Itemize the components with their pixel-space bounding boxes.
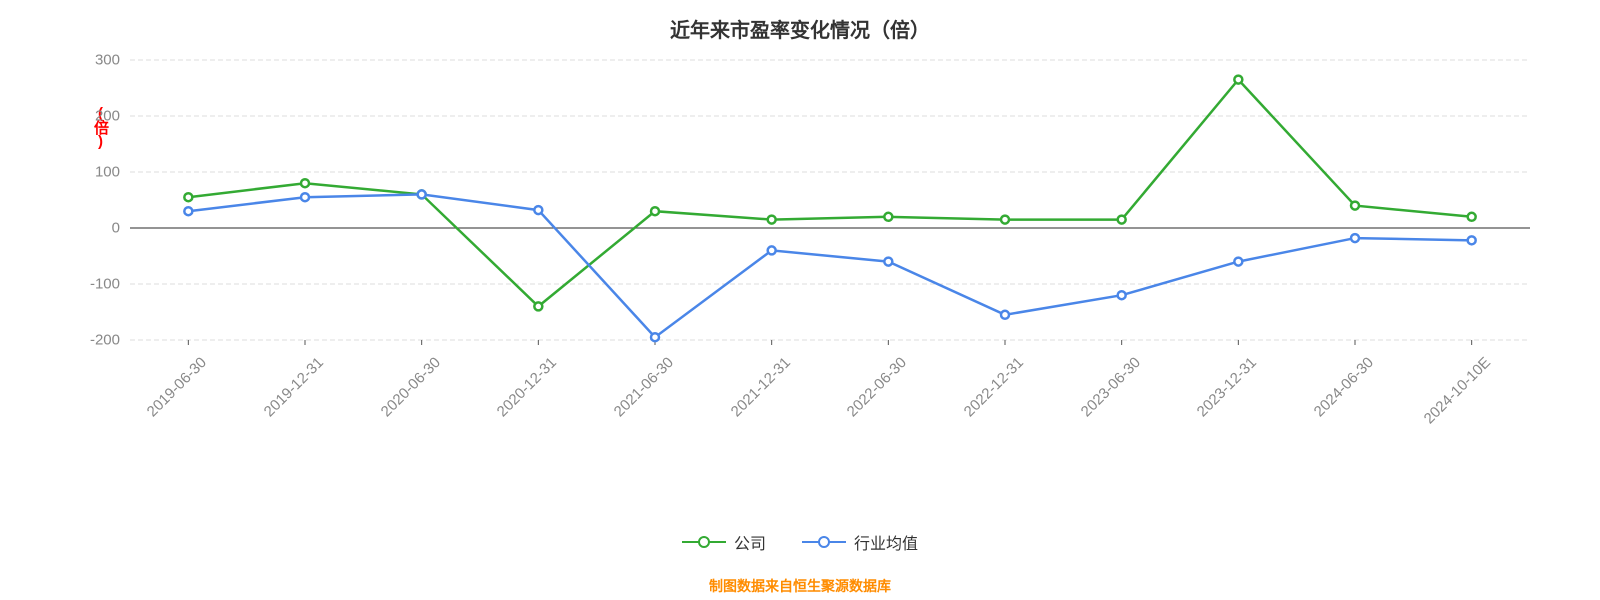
y-tick-label: 300: [70, 52, 120, 69]
y-tick-label: 100: [70, 164, 120, 181]
pe-ratio-chart: 近年来市盈率变化情况（倍） (倍) -200-10001002003002019…: [0, 0, 1600, 600]
source-note: 制图数据来自恒生聚源数据库: [0, 576, 1600, 596]
y-tick-label: -100: [70, 276, 120, 293]
legend-item: 行业均值: [802, 530, 918, 554]
y-tick-label: 200: [70, 108, 120, 125]
y-tick-label: -200: [70, 332, 120, 349]
y-tick-label: 0: [70, 220, 120, 237]
chart-svg: [0, 0, 1600, 600]
legend-item: 公司: [682, 530, 766, 554]
legend-label: 公司: [734, 530, 766, 554]
legend-label: 行业均值: [854, 530, 918, 554]
chart-legend: 公司 行业均值: [0, 530, 1600, 554]
